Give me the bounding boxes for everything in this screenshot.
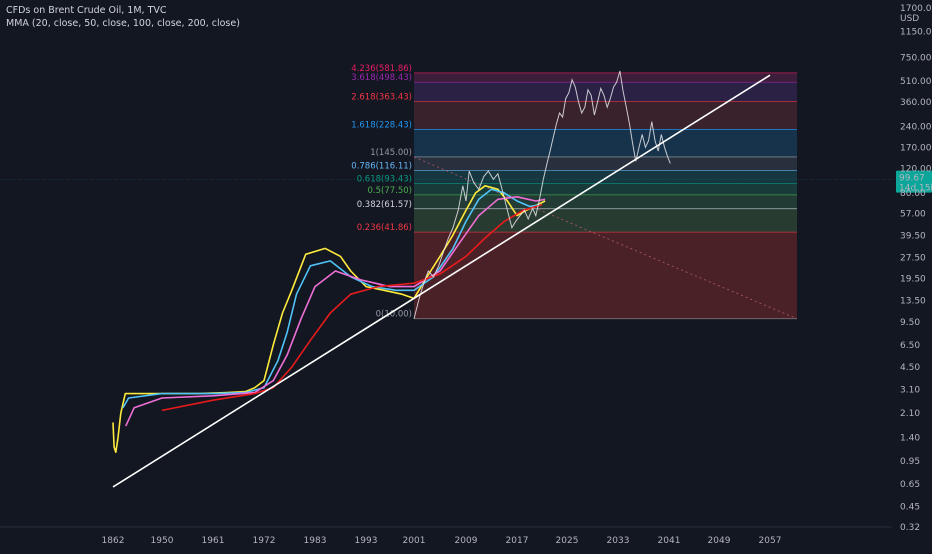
y-tick-label: 360.00: [900, 98, 932, 108]
x-tick-label: 1862: [102, 536, 125, 546]
trendline: [112, 74, 771, 488]
x-tick-label: 1961: [202, 536, 225, 546]
x-tick-label: 2009: [455, 536, 478, 546]
fib-label-3.618: 3.618(498.43): [351, 73, 412, 83]
y-tick-label: 510.00: [900, 77, 932, 87]
y-tick-label: 9.50: [900, 318, 920, 328]
x-tick-label: 1983: [304, 536, 327, 546]
y-tick-label: 2.10: [900, 409, 920, 419]
fib-label-0.786: 0.786(116.11): [351, 161, 412, 171]
fib-band-0.5: [414, 183, 797, 195]
price-line: [413, 70, 671, 319]
y-tick-label: 39.50: [900, 232, 926, 242]
series-line-ma200: [161, 203, 543, 412]
x-tick-label: 1972: [253, 536, 276, 546]
current-price-label: 99.67: [899, 174, 925, 184]
chart-title: CFDs on Brent Crude Oil, 1M, TVC: [6, 5, 167, 16]
y-tick-label: 0.32: [900, 523, 920, 533]
y-tick-label: 3.10: [900, 386, 920, 396]
y-tick-label: 170.00: [900, 143, 932, 153]
y-tick-label: 80.00: [900, 189, 926, 199]
x-tick-label: 2049: [708, 536, 731, 546]
fib-label-2.618: 2.618(363.43): [351, 92, 412, 102]
fib-label-1: 1(145.00): [370, 148, 412, 158]
y-tick-label: 19.50: [900, 274, 926, 284]
dotted-diagonal-line: [413, 156, 798, 320]
x-tick-label: 1950: [151, 536, 174, 546]
y-tick-label: 13.50: [900, 297, 926, 307]
x-tick-label: 2001: [403, 536, 426, 546]
x-tick-label: 1993: [355, 536, 378, 546]
y-tick-label: 750.00: [900, 54, 932, 64]
fib-label-0: 0(10.00): [376, 310, 412, 320]
x-tick-label: 2041: [658, 536, 681, 546]
y-tick-label: 0.65: [900, 480, 920, 490]
y-tick-label: 0.95: [900, 457, 920, 467]
fib-band-1: [414, 129, 797, 157]
y-tick-label: 240.00: [900, 122, 932, 132]
x-tick-label: 2057: [759, 536, 782, 546]
y-tick-label: 120.00: [900, 164, 932, 174]
y-tick-label: 1150.00: [900, 28, 932, 38]
fib-label-0.382: 0.382(61.57): [357, 200, 412, 210]
y-tick-label: 1.40: [900, 434, 920, 444]
fib-band-1.618: [414, 101, 797, 130]
x-tick-label: 2033: [607, 536, 630, 546]
fib-band-0: [414, 232, 797, 319]
current-price-badge: [896, 170, 932, 193]
y-axis-unit: USD: [900, 14, 919, 24]
chart-legend: CFDs on Brent Crude Oil, 1M, TVC MMA (20…: [6, 4, 240, 30]
y-tick-label: 57.00: [900, 209, 926, 219]
fib-band-0.786: [414, 156, 797, 171]
y-tick-label: 6.50: [900, 341, 920, 351]
y-tick-label: 27.50: [900, 254, 926, 264]
indicator-label: MMA (20, close, 50, close, 100, close, 2…: [6, 18, 240, 29]
fib-label-4.236: 4.236(581.86): [351, 64, 412, 74]
fib-label-0.5: 0.5(77.50): [368, 186, 412, 196]
x-tick-label: 2017: [506, 536, 529, 546]
fib-label-0.236: 0.236(41.86): [357, 223, 412, 233]
fib-band-3.618: [414, 72, 797, 83]
x-tick-label: 2025: [556, 536, 579, 546]
series-line-ma100: [125, 196, 546, 427]
series-line-ma20: [112, 185, 546, 454]
fib-band-0.618: [414, 170, 797, 184]
y-tick-label: 0.45: [900, 502, 920, 512]
current-price-countdown: 14d 15h: [899, 184, 932, 194]
fib-band-2.618: [414, 82, 797, 102]
y-tick-label: 1700.00: [900, 4, 932, 14]
y-tick-label: 4.50: [900, 363, 920, 373]
fib-band-0.236: [414, 208, 797, 233]
fib-label-1.618: 1.618(228.43): [351, 120, 412, 130]
series-line-ma50: [122, 188, 543, 409]
